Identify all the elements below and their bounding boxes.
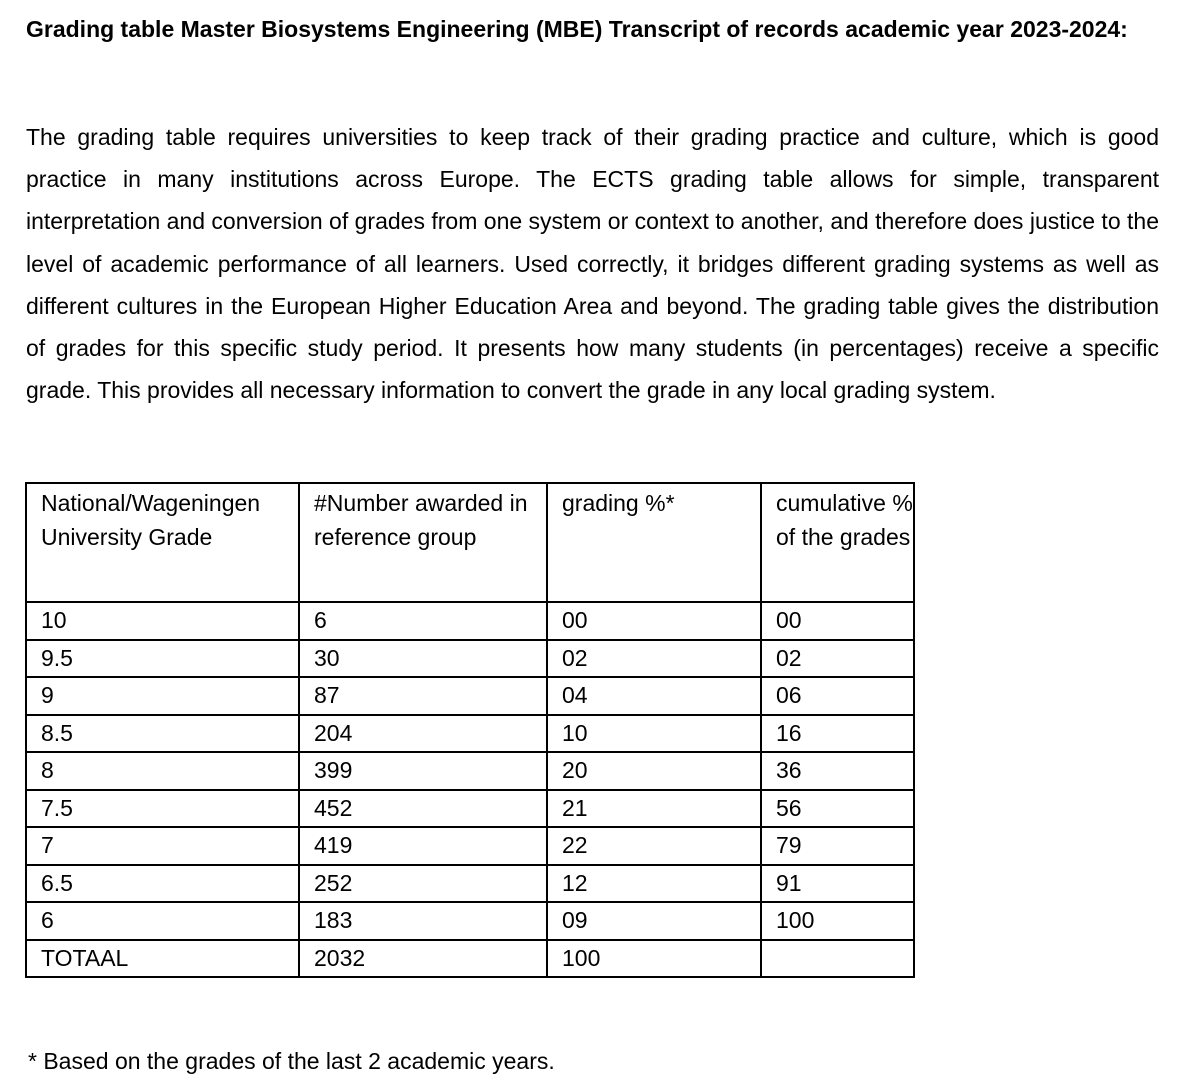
cell-percent: 22 (546, 826, 762, 866)
cell-percent: 00 (546, 601, 762, 641)
cell-number: 419 (298, 826, 548, 866)
table-row: 9.5 30 02 02 (25, 638, 915, 678)
table-row: 8.5 204 10 16 (25, 713, 915, 753)
cell-grade: 6 (25, 901, 300, 941)
cell-cumulative: 06 (760, 676, 915, 716)
cell-number: 6 (298, 601, 548, 641)
cell-percent: 04 (546, 676, 762, 716)
cell-percent: 02 (546, 638, 762, 678)
cell-total-number: 2032 (298, 938, 548, 978)
table-header-row: National/Wageningen University Grade #Nu… (25, 482, 915, 603)
cell-percent: 20 (546, 751, 762, 791)
table-row: 6.5 252 12 91 (25, 863, 915, 903)
page-title: Grading table Master Biosystems Engineer… (26, 16, 1128, 42)
cell-cumulative: 00 (760, 601, 915, 641)
cell-total-label: TOTAAL (25, 938, 300, 978)
cell-number: 87 (298, 676, 548, 716)
table-row: 8 399 20 36 (25, 751, 915, 791)
cell-grade: 8 (25, 751, 300, 791)
header-cumulative-percent: cumulative % of the grades (760, 482, 915, 603)
cell-number: 183 (298, 901, 548, 941)
cell-cumulative: 79 (760, 826, 915, 866)
table-row: 6 183 09 100 (25, 901, 915, 941)
cell-cumulative: 16 (760, 713, 915, 753)
cell-grade: 7.5 (25, 788, 300, 828)
cell-cumulative: 100 (760, 901, 915, 941)
cell-grade: 8.5 (25, 713, 300, 753)
table-total-row: TOTAAL 2032 100 (25, 938, 915, 978)
cell-number: 204 (298, 713, 548, 753)
table-row: 7 419 22 79 (25, 826, 915, 866)
cell-grade: 9.5 (25, 638, 300, 678)
header-grading-percent: grading %* (546, 482, 762, 603)
table-row: 10 6 00 00 (25, 601, 915, 641)
cell-cumulative: 56 (760, 788, 915, 828)
cell-grade: 6.5 (25, 863, 300, 903)
cell-number: 399 (298, 751, 548, 791)
header-grade: National/Wageningen University Grade (25, 482, 300, 603)
table-row: 7.5 452 21 56 (25, 788, 915, 828)
cell-percent: 09 (546, 901, 762, 941)
header-number-awarded: #Number awarded in reference group (298, 482, 548, 603)
cell-total-percent: 100 (546, 938, 762, 978)
cell-total-cumulative (760, 938, 915, 978)
footnote: * Based on the grades of the last 2 acad… (28, 1048, 555, 1074)
cell-percent: 12 (546, 863, 762, 903)
grading-table: National/Wageningen University Grade #Nu… (25, 482, 915, 978)
cell-grade: 7 (25, 826, 300, 866)
cell-percent: 21 (546, 788, 762, 828)
cell-number: 452 (298, 788, 548, 828)
table-row: 9 87 04 06 (25, 676, 915, 716)
cell-number: 252 (298, 863, 548, 903)
cell-number: 30 (298, 638, 548, 678)
cell-cumulative: 36 (760, 751, 915, 791)
cell-grade: 10 (25, 601, 300, 641)
cell-cumulative: 91 (760, 863, 915, 903)
cell-percent: 10 (546, 713, 762, 753)
cell-cumulative: 02 (760, 638, 915, 678)
cell-grade: 9 (25, 676, 300, 716)
intro-paragraph: The grading table requires universities … (26, 124, 1159, 404)
